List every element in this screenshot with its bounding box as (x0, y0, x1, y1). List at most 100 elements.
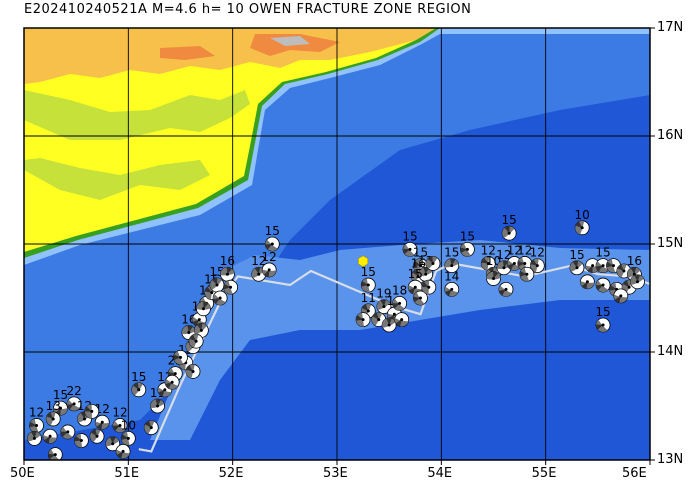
beachball-dark-quadrant (413, 296, 421, 303)
beachball-dark-quadrant (361, 281, 369, 287)
focal-mechanism (580, 274, 595, 290)
depth-label: 15 (361, 265, 376, 279)
beachball-dark-quadrant (165, 382, 173, 389)
beachball-center (619, 294, 623, 298)
lat-label: 13N (657, 452, 684, 467)
focal-mechanism: 15 (569, 248, 585, 276)
focal-mechanism (60, 424, 76, 440)
beachball-center (611, 264, 615, 268)
focal-mechanism (223, 279, 238, 295)
depth-label: 12 (496, 248, 511, 262)
lon-label: 51E (114, 466, 140, 481)
focal-mechanism: 12 (481, 243, 496, 271)
focal-mechanism: 15 (265, 224, 280, 252)
beachball-dark-quadrant (144, 420, 152, 428)
focal-mechanism: 15 (460, 229, 475, 257)
focal-mechanism (185, 364, 201, 379)
beachball-center (267, 268, 271, 272)
beachball-center (366, 283, 370, 287)
focal-mechanism (42, 428, 58, 444)
bathymetry-patch-ridge (150, 240, 650, 440)
beachball-center (137, 388, 141, 392)
beachball-dark-quadrant (519, 271, 527, 277)
beachball-center (450, 287, 454, 291)
beachball-dark-quadrant (203, 301, 209, 309)
beachball-center (215, 283, 219, 287)
beachball-dark-quadrant (254, 267, 261, 275)
beachball-dark-quadrant (617, 264, 624, 271)
map-frame-area: 1522121312121210151112251912161515151516… (24, 28, 650, 460)
beachball-dark-quadrant (117, 451, 124, 459)
depth-label: 15 (131, 370, 146, 384)
beachball-dark-quadrant (112, 425, 120, 431)
focal-mechanism: 15 (413, 246, 428, 274)
beachball-dark-quadrant (634, 274, 640, 282)
beachball-center (59, 406, 63, 410)
beachball-center (585, 280, 589, 284)
depth-label: 12 (507, 243, 522, 257)
beachball-center (179, 355, 182, 359)
lon-label: 53E (323, 466, 348, 481)
focal-mechanism: 18 (392, 283, 407, 311)
land-upland (24, 90, 250, 140)
focal-mechanism (105, 436, 121, 452)
focal-mechanisms: 1522121312121210151112251912161515151516… (27, 208, 645, 460)
beachball-dark-quadrant (386, 318, 392, 325)
beachball-center (210, 291, 214, 295)
focal-mechanism (89, 428, 105, 444)
beachball-dark-quadrant (587, 265, 593, 273)
focal-mechanism: 15 (502, 213, 517, 241)
beachball-dark-quadrant (48, 453, 56, 459)
beachball-dark-quadrant (60, 431, 68, 437)
beachball-center (118, 423, 122, 427)
focal-mechanism (27, 430, 42, 446)
beachball-dark-quadrant (44, 436, 51, 444)
focal-mechanism: 12 (262, 250, 277, 278)
beachball-dark-quadrant (67, 403, 75, 410)
beachball-center (418, 264, 422, 268)
beachball-center (156, 404, 160, 408)
focal-mechanism (173, 349, 188, 365)
focal-mechanism (381, 317, 397, 333)
focal-mechanism: 15 (361, 265, 376, 293)
focal-mechanism (115, 443, 131, 459)
depth-label: 16 (627, 254, 642, 268)
beachball-dark-quadrant (226, 267, 232, 275)
beachball-dark-quadrant (392, 303, 400, 309)
focal-mechanism: 11 (150, 386, 165, 414)
beachball-dark-quadrant (158, 389, 165, 397)
beachball-center (218, 296, 222, 300)
beachball-dark-quadrant (380, 299, 386, 307)
beachball-dark-quadrant (212, 278, 218, 286)
focal-mechanism (84, 403, 100, 419)
focal-mechanism (193, 322, 209, 338)
depth-label: 12 (481, 243, 496, 257)
beachball-dark-quadrant (450, 258, 456, 266)
lat-label: 16N (657, 128, 684, 143)
beachball-dark-quadrant (46, 412, 54, 419)
beachball-center (199, 328, 203, 332)
focal-mechanism: 10 (121, 418, 136, 446)
beachball-dark-quadrant (413, 260, 421, 266)
beachball-center (83, 417, 87, 421)
depth-label: 15 (569, 248, 584, 262)
beachball-dark-quadrant (622, 280, 630, 288)
beachball-center (507, 231, 511, 235)
beachball-dark-quadrant (493, 271, 499, 279)
map-title: E202410240521A M=4.6 h= 10 OWEN FRACTURE… (24, 2, 472, 17)
focal-mechanism: 15 (595, 305, 611, 333)
beachball-dark-quadrant (356, 315, 364, 321)
beachball-center (366, 309, 370, 313)
beachball-center (361, 318, 365, 322)
beachball-center (502, 266, 506, 270)
beachball-center (121, 449, 125, 453)
beachball-center (79, 439, 83, 443)
focal-mechanism: 15 (131, 370, 146, 398)
beachball-center (72, 402, 76, 406)
beachball-dark-quadrant (572, 260, 579, 268)
beachball-dark-quadrant (372, 312, 379, 320)
focal-mechanism: 16 (220, 254, 235, 282)
beachball-center (392, 312, 396, 316)
beachball-center (635, 280, 639, 284)
focal-mechanism (196, 301, 211, 317)
